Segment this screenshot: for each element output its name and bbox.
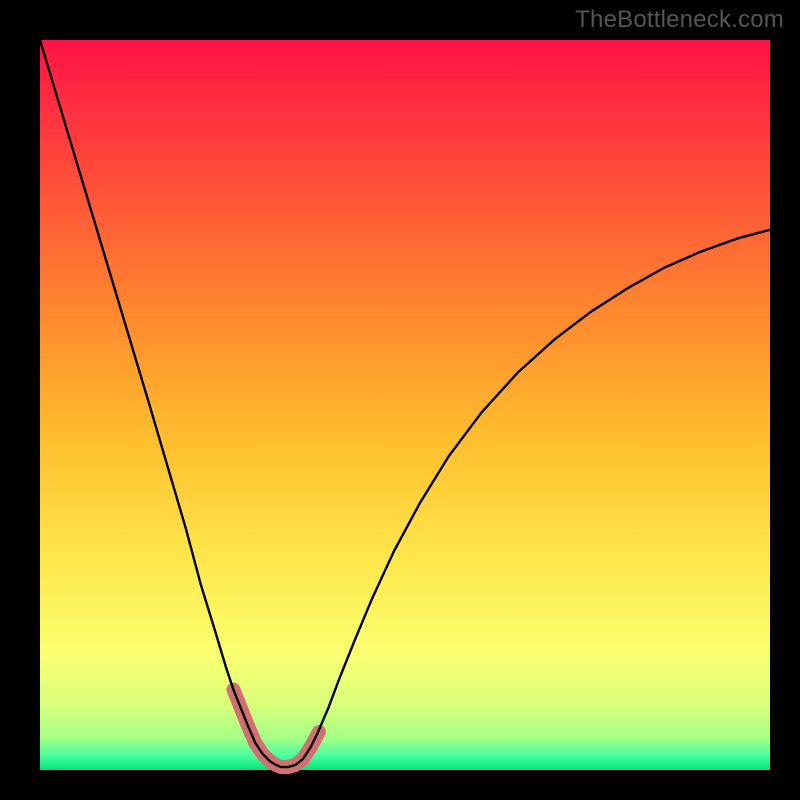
bottleneck-curve [40,40,770,767]
watermark-text: TheBottleneck.com [575,6,784,34]
chart-svg [0,0,800,800]
